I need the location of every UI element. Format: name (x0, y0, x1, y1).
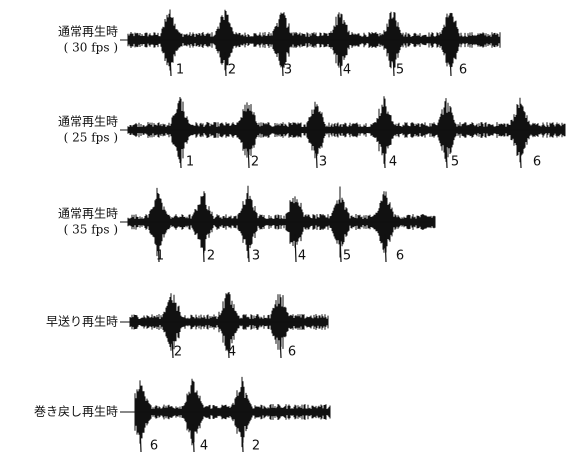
marker-tick (519, 141, 522, 169)
marker-tick (281, 51, 284, 77)
row-label: ( 25 fps ) (64, 131, 118, 145)
marker-tick (224, 51, 227, 77)
row-label: ( 35 fps ) (64, 223, 118, 237)
marker-tick (339, 51, 342, 77)
marker-tick (315, 141, 318, 169)
row-label: 早送り再生時 (46, 314, 118, 329)
marker-label: 5 (343, 249, 351, 264)
marker-label: 6 (396, 249, 404, 264)
marker-tick (139, 423, 142, 453)
marker-label: 2 (174, 345, 182, 360)
marker-tick (202, 233, 205, 263)
marker-label: 2 (252, 439, 260, 453)
marker-label: 3 (252, 249, 260, 264)
row-label: 通常再生時 (58, 207, 118, 221)
marker-tick (227, 333, 230, 359)
marker-tick (445, 141, 448, 169)
marker-label: 6 (459, 63, 467, 78)
marker-label: 1 (156, 249, 164, 264)
marker-tick (247, 141, 250, 169)
marker-label: 3 (319, 155, 327, 170)
marker-label: 4 (389, 155, 397, 170)
marker-label: 1 (186, 155, 194, 170)
marker-tick (383, 141, 386, 169)
marker-label: 4 (228, 345, 236, 360)
row-label: 通常再生時 (58, 115, 118, 129)
marker-label: 3 (284, 63, 292, 78)
marker-tick (157, 233, 160, 263)
marker-label: 2 (251, 155, 259, 170)
marker-tick (279, 333, 282, 359)
marker-label: 2 (207, 249, 215, 264)
marker-label: 4 (200, 439, 208, 453)
marker-label: 1 (176, 63, 184, 78)
marker-label: 6 (150, 439, 158, 453)
marker-tick (294, 233, 297, 263)
marker-tick (169, 51, 172, 77)
marker-tick (241, 423, 244, 453)
marker-tick (247, 233, 250, 263)
marker-label: 4 (298, 249, 306, 264)
marker-tick (192, 423, 195, 453)
marker-label: 5 (451, 155, 459, 170)
marker-label: 6 (288, 345, 296, 360)
marker-tick (179, 141, 182, 169)
marker-tick (392, 51, 395, 77)
marker-tick (339, 233, 342, 263)
marker-label: 2 (228, 63, 236, 78)
marker-tick (449, 51, 452, 77)
marker-label: 4 (343, 63, 351, 78)
marker-label: 6 (533, 155, 541, 170)
marker-label: 5 (396, 63, 404, 78)
row-label: ( 30 fps ) (64, 41, 118, 55)
row-label: 通常再生時 (58, 25, 118, 39)
row-label: 巻き戻し再生時 (34, 405, 118, 419)
marker-tick (384, 233, 387, 263)
marker-tick (171, 333, 174, 359)
